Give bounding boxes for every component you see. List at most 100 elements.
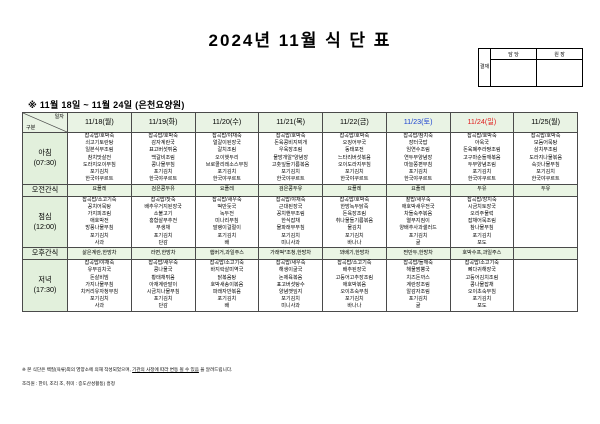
menu-item: 오이햇두리: [215, 154, 239, 161]
menu-cell-morning-snack-7: 두유: [513, 183, 578, 197]
menu-item: 포기김치: [153, 169, 173, 176]
menu-cell-afternoon-snack-2: 햄버거,과일주스: [194, 247, 260, 261]
menu-item: 사과: [94, 303, 105, 310]
menu-item: 배추우거지된장국: [144, 203, 182, 210]
menu-item: 시금치나물무침: [146, 288, 180, 295]
menu-cell-lunch-1: 잡곡밥/잣죽 배추우거지된장국 소불고기 홍합살부추전 무생채 포기김치 단감: [130, 195, 196, 249]
menu-item: 단감: [158, 239, 168, 246]
menu-item: 잡곡밥/호박죽: [467, 133, 497, 139]
menu-item: 한식잡채: [281, 218, 300, 225]
menu-item: 사과: [94, 239, 105, 246]
menu-item: 애호박전: [90, 218, 109, 225]
menu-item: 콩나물잡채: [470, 281, 494, 288]
day-header-3: 11/21(목): [258, 112, 323, 133]
menu-item: 돈살비빔: [90, 274, 109, 281]
menu-item: 가지나물무침: [85, 281, 114, 288]
menu-cell-breakfast-2: 잡곡밥/야채죽 얼갈이된장국 갈치조림 오이햇두리 브로콜리레소스무침 포기김치 한국야쿠르…: [194, 132, 260, 185]
menu-item: 애호박새우전국: [401, 203, 435, 210]
menu-item: 유부김치국: [87, 267, 112, 274]
header-corner-cell: 일자 구분: [22, 112, 68, 133]
menu-item: 귤: [415, 303, 421, 310]
menu-item: 마늘쫑편무침: [404, 161, 433, 168]
menu-cell-dinner-6: 잡곡밥/소고기죽 뼈다귀해장국 고등어김치조림 콩나물잡채 오이초숙무침 포기김치 포도: [449, 259, 515, 312]
menu-item: 배: [224, 239, 230, 246]
approval-header-1: 원 장: [536, 48, 583, 60]
menu-item: 요플레: [411, 186, 426, 193]
meal-label-text: 오전간식: [31, 184, 59, 194]
menu-item: 한방녹두닭죽: [340, 203, 369, 210]
day-header-5: 11/23(토): [385, 112, 451, 133]
menu-cell-afternoon-snack-1: 라면,한방차: [130, 247, 196, 261]
approval-signature-1[interactable]: [536, 59, 583, 87]
meal-row-breakfast: 아침 (07:30) 잡곡밥/호박죽 쇠고기토란탕 일본식무조림 참치맛살전 도라지오이무침…: [22, 132, 578, 185]
menu-item: 포기김치: [536, 169, 555, 176]
menu-item: 치즈돈까스: [406, 274, 430, 281]
menu-item: 아욱국: [474, 140, 489, 147]
menu-item: 한국야쿠르트: [85, 176, 114, 183]
menu-item: 돈육콩비지찌개: [274, 140, 308, 147]
menu-cell-dinner-5: 잡곡밥/들깨죽 해물짬뽕국 치즈돈까스 계란장조림 알감자조림 포기김치 귤: [385, 259, 451, 312]
menu-item: 귤: [415, 239, 421, 246]
menu-item: 두유: [540, 186, 551, 193]
menu-item: 포기김치: [472, 232, 492, 239]
menu-item: 소불고기: [153, 210, 173, 217]
menu-item: 한국야쿠르트: [404, 176, 433, 183]
meal-label-text: 아침: [38, 148, 52, 158]
menu-item: 검은콩두유: [151, 186, 175, 193]
menu-item: 찐만두,한방차: [403, 249, 433, 256]
menu-cell-morning-snack-2: 요플레: [194, 183, 260, 197]
menu-item: 브로콜리레소스무침: [205, 161, 248, 168]
menu-item: 잡곡밥/호박죽: [148, 133, 178, 139]
menu-item: 표고버섯탕수: [276, 281, 305, 288]
menu-item: 미니사과: [281, 239, 300, 246]
menu-item: 삶은계란,한방차: [82, 249, 117, 256]
menu-item: 황태채튀움: [151, 274, 175, 281]
menu-item: 라면,한방차: [150, 249, 176, 256]
menu-item: 시금치토장국: [467, 203, 496, 210]
menu-item: 방풍나물무침: [85, 225, 114, 232]
menu-item: 잡곡밥/야채죽: [275, 196, 306, 203]
menu-item: 포기김치: [90, 169, 109, 176]
menu-item: 잡곡밥/호박죽: [339, 196, 370, 203]
footnote-staff: 조리원 : 한미, 조리 조, 취미 : 증도산성활동) 흥정: [22, 381, 115, 386]
menu-cell-lunch-0: 잡곡밥/소고기죽 꽁치어묵탕 가지피조림 애호박전 방풍나물무침 포기김치 사과: [67, 195, 132, 249]
menu-item: 배: [224, 303, 230, 310]
menu-item: 바나나: [347, 303, 362, 310]
meal-row-label-lunch: 점심 (12:00): [22, 195, 68, 249]
menu-item: 우육장조림: [278, 147, 303, 154]
day-header-2: 11/20(수): [194, 112, 260, 133]
day-header-6: 11/24(일): [449, 112, 515, 133]
menu-item: 포기김치: [90, 232, 109, 239]
menu-item: 느타리버섯볶음: [337, 154, 371, 161]
menu-item: 배추된장국: [342, 267, 367, 274]
menu-table-wrapper: 일자 구분 11/18(월) 11/19(화) 11/20(수) 11/21(목) 11…: [22, 112, 578, 312]
approval-signature-0[interactable]: [490, 59, 537, 87]
menu-item: 차돌숙주볶음: [404, 210, 433, 217]
menu-cell-dinner-7: [513, 259, 578, 312]
menu-cell-afternoon-snack-4: 꽈배기,한방차: [322, 247, 387, 261]
meal-row-label-breakfast: 아침 (07:30): [22, 132, 68, 185]
meal-row-label-afternoon-snack: 오후간식: [22, 247, 68, 261]
menu-item: 오이초숙무침: [340, 288, 369, 295]
menu-item: 무생채: [156, 225, 171, 232]
menu-item: 도라지나물볶음: [529, 154, 563, 161]
day-header-7: 11/25(월): [513, 112, 578, 133]
meal-label-time: (17:30): [33, 285, 57, 295]
menu-item: 참치맛살전: [87, 154, 112, 161]
menu-item: 장터국밥: [408, 140, 428, 147]
menu-item: 한국야쿠르트: [276, 176, 305, 183]
menu-item: 한국야쿠르트: [149, 176, 178, 183]
menu-item: 단감: [158, 303, 168, 310]
menu-item: 포기김치: [153, 296, 173, 303]
menu-item: 포도: [477, 239, 487, 246]
menu-item: 한국야쿠르트: [531, 176, 560, 183]
menu-item: 잡곡밥/잣죽: [150, 196, 176, 203]
menu-item: 바나나: [347, 239, 362, 246]
corner-label-type: 구분: [26, 124, 36, 131]
menu-item: 잡곡밥/호박죽: [339, 133, 370, 139]
menu-item: 포기김치: [345, 169, 364, 176]
menu-cell-dinner-1: 잡곡밥/새우죽 콩나물국 황태채튀움 아재계란말이 시금치나물무침 포기김치 단감: [130, 259, 196, 312]
menu-item: 숙갓나물무침: [531, 161, 560, 168]
menu-item: 오이초숙무침: [467, 288, 496, 295]
menu-item: 잡곡밥/장지죽: [467, 196, 497, 203]
